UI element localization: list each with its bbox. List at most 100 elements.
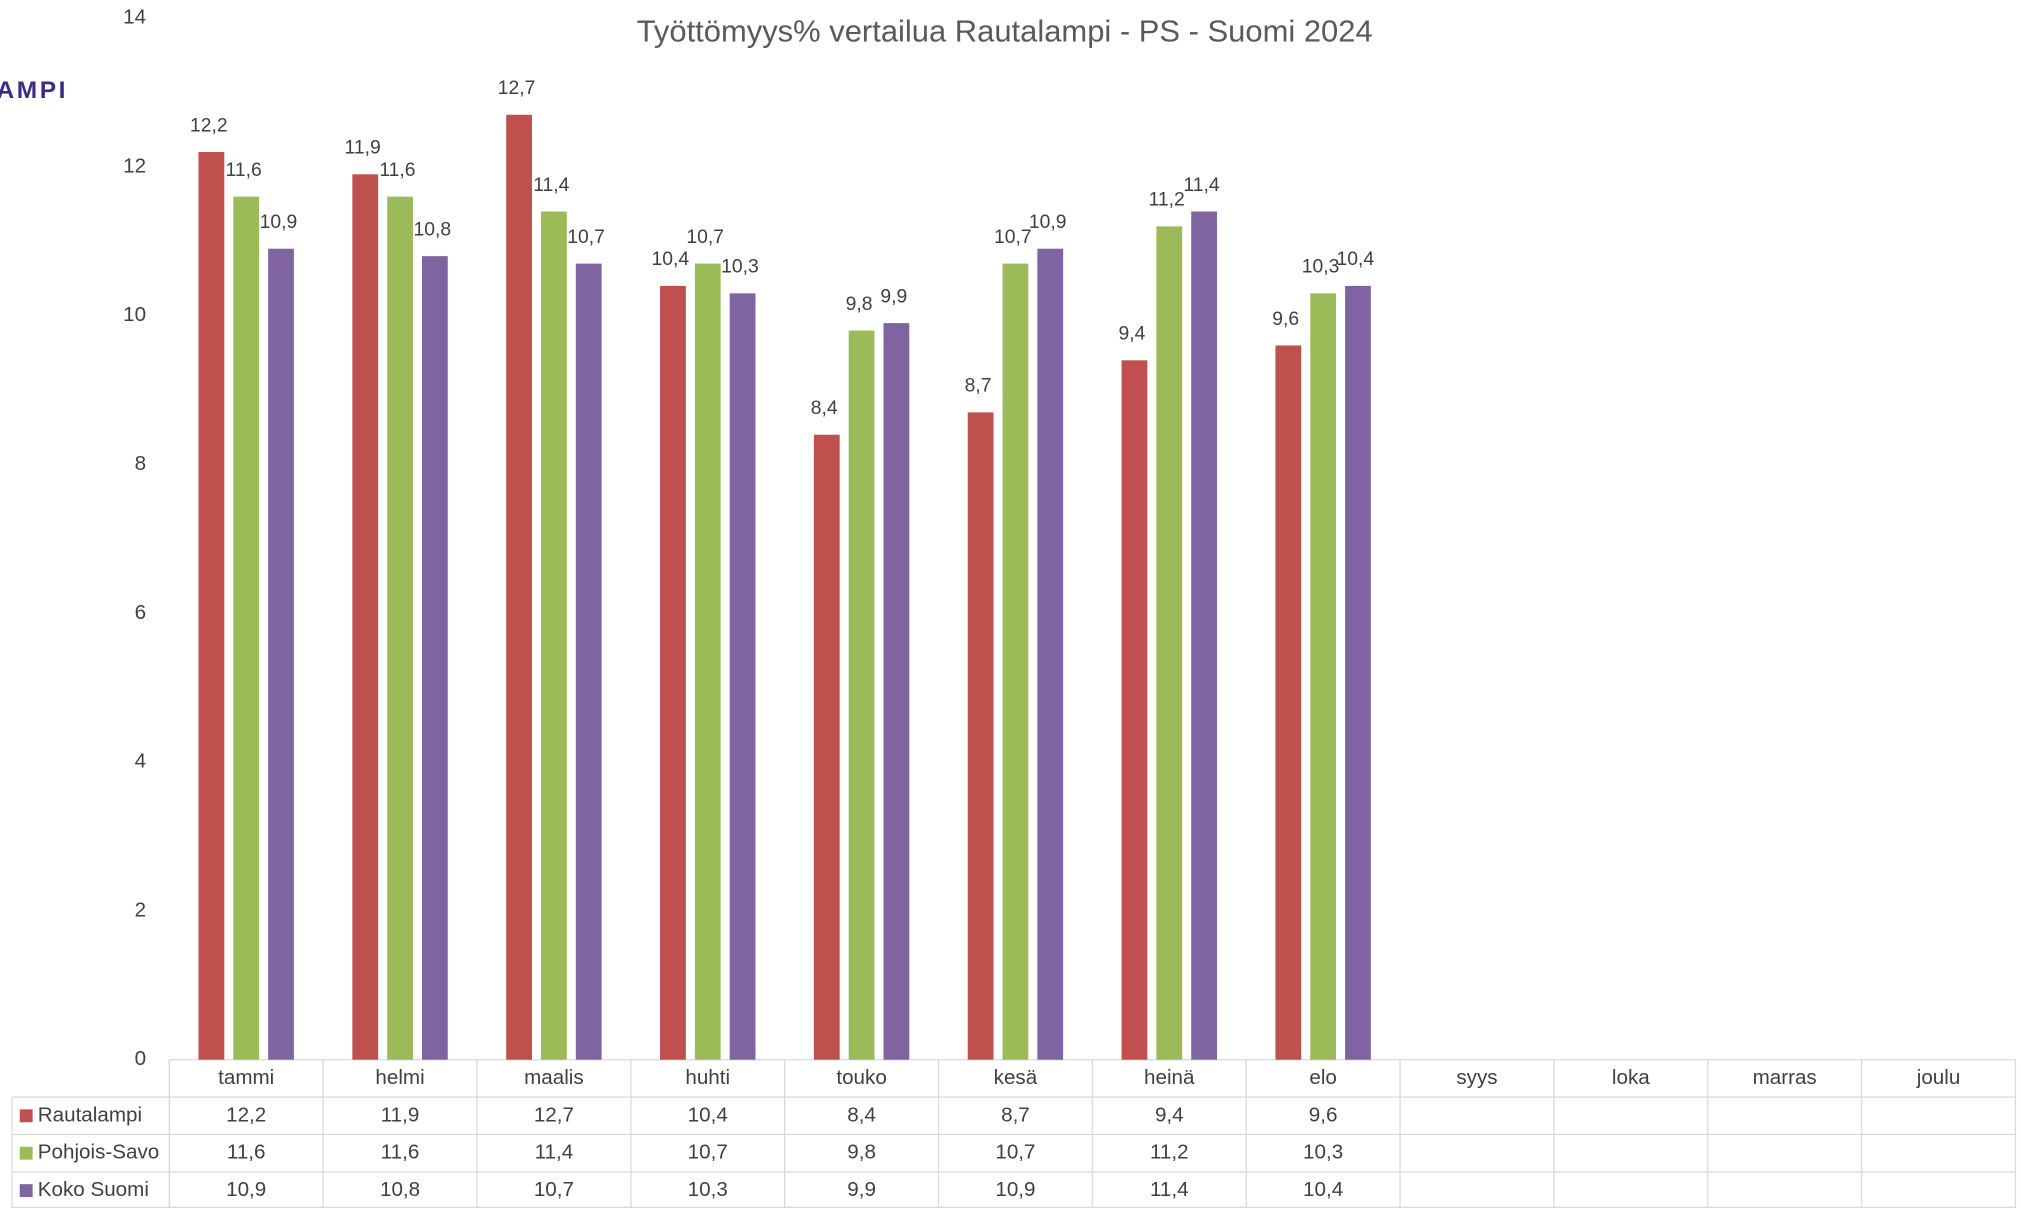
data-label: 8,4 [811,398,838,419]
bar [541,211,567,1060]
bar [506,114,532,1060]
table-cell: 10,9 [226,1178,266,1201]
chart-title: Työttömyys% vertailua Rautalampi - PS - … [637,14,1373,49]
x-tick-label: elo [1309,1066,1337,1089]
x-tick-label: loka [1612,1066,1650,1089]
data-label: 10,3 [1302,257,1340,278]
data-label: 9,9 [880,286,907,307]
data-label: 10,4 [652,249,690,270]
bar [1191,211,1217,1060]
bar [967,412,994,1060]
data-label: 11,2 [1149,190,1185,211]
x-tick-label: heinä [1144,1066,1195,1089]
data-label: 11,6 [226,160,262,181]
bar [1345,285,1371,1060]
legend-label: Pohjois-Savo [38,1141,159,1164]
data-label: 12,7 [498,78,536,99]
table-cell: 10,7 [995,1141,1035,1164]
data-label: 10,7 [994,227,1032,248]
x-tick-label: maalis [524,1066,584,1089]
table-cell: 10,3 [688,1178,728,1201]
bar [1275,345,1302,1060]
bar [1156,226,1183,1060]
table-cell: 10,3 [1303,1141,1343,1164]
y-tick-label: 10 [123,303,146,326]
bar [198,151,225,1060]
legend-swatch [19,1184,33,1198]
legend-swatch [19,1109,33,1123]
data-label: 10,8 [413,219,451,240]
x-tick-label: huhti [685,1066,730,1089]
y-tick-label: 4 [135,750,146,773]
y-tick-label: 14 [123,6,146,29]
bar [813,434,840,1060]
table-cell: 8,7 [1001,1103,1030,1126]
data-label: 10,9 [1029,212,1067,233]
data-label: 9,4 [1118,324,1145,345]
y-tick-label: 12 [123,154,146,177]
table-cell: 9,6 [1309,1103,1338,1126]
bar [729,293,756,1060]
bar [1002,263,1029,1060]
data-label: 11,6 [379,160,415,181]
x-tick-label: touko [836,1066,886,1089]
table-cell: 10,7 [688,1141,728,1164]
data-label: 11,4 [1183,175,1219,196]
data-label: 11,4 [533,175,569,196]
bar [883,323,910,1060]
table-cell: 9,9 [847,1178,876,1201]
y-tick-label: 8 [135,452,146,475]
data-label: 11,9 [345,138,381,159]
y-tick-label: 2 [135,898,146,921]
y-tick-label: 0 [135,1047,146,1070]
table-cell: 10,4 [1303,1178,1343,1201]
table-cell: 11,2 [1150,1141,1189,1164]
table-cell: 12,2 [226,1103,266,1126]
table-cell: 12,7 [534,1103,574,1126]
y-tick-label: 6 [135,601,146,624]
data-label: 10,4 [1337,249,1375,270]
table-cell: 10,9 [995,1178,1035,1201]
table-cell: 11,6 [227,1141,266,1164]
table-cell: 11,6 [381,1141,420,1164]
table-cell: 11,4 [535,1141,574,1164]
x-tick-label: joulu [1916,1066,1961,1089]
data-label: 8,7 [965,376,992,397]
legend-label: Koko Suomi [38,1178,149,1201]
table-cell: 9,8 [847,1141,876,1164]
x-tick-label: marras [1753,1066,1817,1089]
data-label: 10,7 [686,227,724,248]
x-tick-label: kesä [994,1066,1038,1089]
data-label: 10,7 [567,227,605,248]
table-cell: 8,4 [847,1103,876,1126]
bar [387,196,413,1060]
bar [694,263,721,1060]
bar [268,248,294,1060]
x-tick-label: syys [1456,1066,1497,1089]
table-cell: 11,4 [1150,1178,1189,1201]
legend-label: Rautalampi [38,1103,142,1126]
data-label: 12,2 [190,115,228,136]
bar [848,330,875,1060]
logo-text: AMPI [0,77,68,104]
bar [421,256,448,1060]
bar [1121,360,1148,1060]
table-cell: 10,4 [688,1103,728,1126]
bar [1310,293,1337,1060]
bar [233,196,260,1060]
table-cell: 10,8 [380,1178,420,1201]
bar [1037,248,1064,1060]
x-tick-label: tammi [218,1066,274,1089]
legend-swatch [19,1146,33,1160]
bar [575,263,602,1060]
data-label: 10,9 [260,212,298,233]
table-cell: 11,9 [381,1103,420,1126]
table-cell: 9,4 [1155,1103,1184,1126]
table-cell: 10,7 [534,1178,574,1201]
bar [660,285,686,1060]
data-label: 9,8 [846,294,873,315]
bar [352,174,379,1060]
data-label: 10,3 [721,257,759,278]
